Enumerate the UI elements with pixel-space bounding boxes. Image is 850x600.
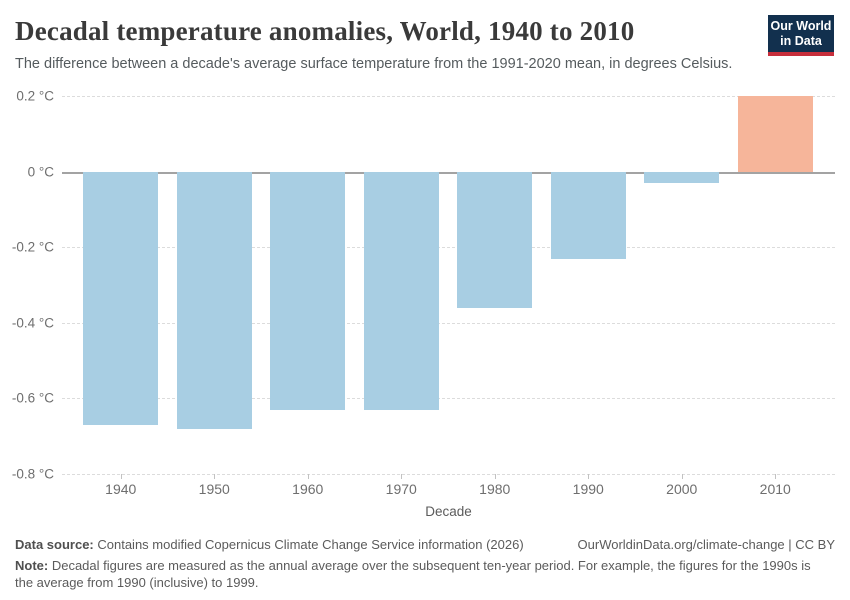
gridline <box>62 474 835 475</box>
bar-1980[interactable] <box>457 171 533 308</box>
x-tick-mark <box>681 474 683 479</box>
x-tick-label: 1980 <box>479 481 511 497</box>
x-tick-mark <box>307 474 309 479</box>
x-tick-mark <box>214 474 216 479</box>
data-source-text: Contains modified Copernicus Climate Cha… <box>93 537 524 552</box>
y-tick-label: 0.2 °C <box>16 88 54 104</box>
x-tick-mark <box>588 474 590 479</box>
x-tick-mark <box>775 474 777 479</box>
bar-2010[interactable] <box>737 96 813 172</box>
zero-line <box>62 171 835 174</box>
owid-logo-line1: Our World <box>770 19 832 33</box>
chart-area: 0.2 °C 0 °C -0.2 °C -0.4 °C -0.6 °C -0.8 °C 19… <box>0 89 850 519</box>
x-tick-label: 2010 <box>759 481 791 497</box>
x-tick-label: 1990 <box>572 481 604 497</box>
data-source-label: Data source: <box>15 537 94 552</box>
gridline <box>62 247 835 249</box>
gridline <box>62 96 835 97</box>
y-tick-label: -0.8 °C <box>11 466 54 482</box>
bar-1940[interactable] <box>83 171 159 425</box>
note-text: Decadal figures are measured as the annu… <box>15 557 811 591</box>
y-tick-label: -0.4 °C <box>11 315 54 331</box>
data-source: Data source: Contains modified Copernicu… <box>15 536 524 554</box>
x-tick-mark <box>401 474 403 479</box>
x-axis-title: Decade <box>425 504 472 519</box>
bar-1990[interactable] <box>550 171 626 259</box>
source-row: Data source: Contains modified Copernicu… <box>15 536 835 554</box>
x-tick-mark <box>120 474 122 479</box>
owid-attribution-link[interactable]: OurWorldinData.org/climate-change | CC B… <box>577 537 835 552</box>
chart-note: Note: Decadal figures are measured as th… <box>15 557 825 592</box>
gridline <box>62 322 835 324</box>
gridline <box>62 398 835 400</box>
note-label: Note: <box>15 557 49 573</box>
chart-footer: Data source: Contains modified Copernicu… <box>15 536 835 592</box>
bar-1950[interactable] <box>176 171 252 429</box>
bar-1960[interactable] <box>270 171 346 410</box>
chart-header: Decadal temperature anomalies, World, 19… <box>0 0 850 72</box>
y-tick-label: 0 °C <box>27 164 54 180</box>
bar-1970[interactable] <box>363 171 439 410</box>
y-tick-label: -0.6 °C <box>11 390 54 406</box>
owid-logo[interactable]: Our World in Data <box>768 15 834 56</box>
x-tick-label: 1970 <box>385 481 417 497</box>
x-tick-label: 1950 <box>198 481 230 497</box>
x-tick-mark <box>494 474 496 479</box>
page-title: Decadal temperature anomalies, World, 19… <box>15 16 635 46</box>
x-tick-label: 1960 <box>292 481 324 497</box>
x-tick-label: 1940 <box>105 481 137 497</box>
owid-logo-line2: in Data <box>780 34 822 48</box>
chart-subtitle: The difference between a decade's averag… <box>15 56 733 72</box>
plot-area: 0.2 °C 0 °C -0.2 °C -0.4 °C -0.6 °C -0.8 °C 19… <box>12 89 835 497</box>
y-tick-label: -0.2 °C <box>11 239 54 255</box>
x-tick-label: 2000 <box>666 481 698 497</box>
bar-2000[interactable] <box>644 171 720 183</box>
